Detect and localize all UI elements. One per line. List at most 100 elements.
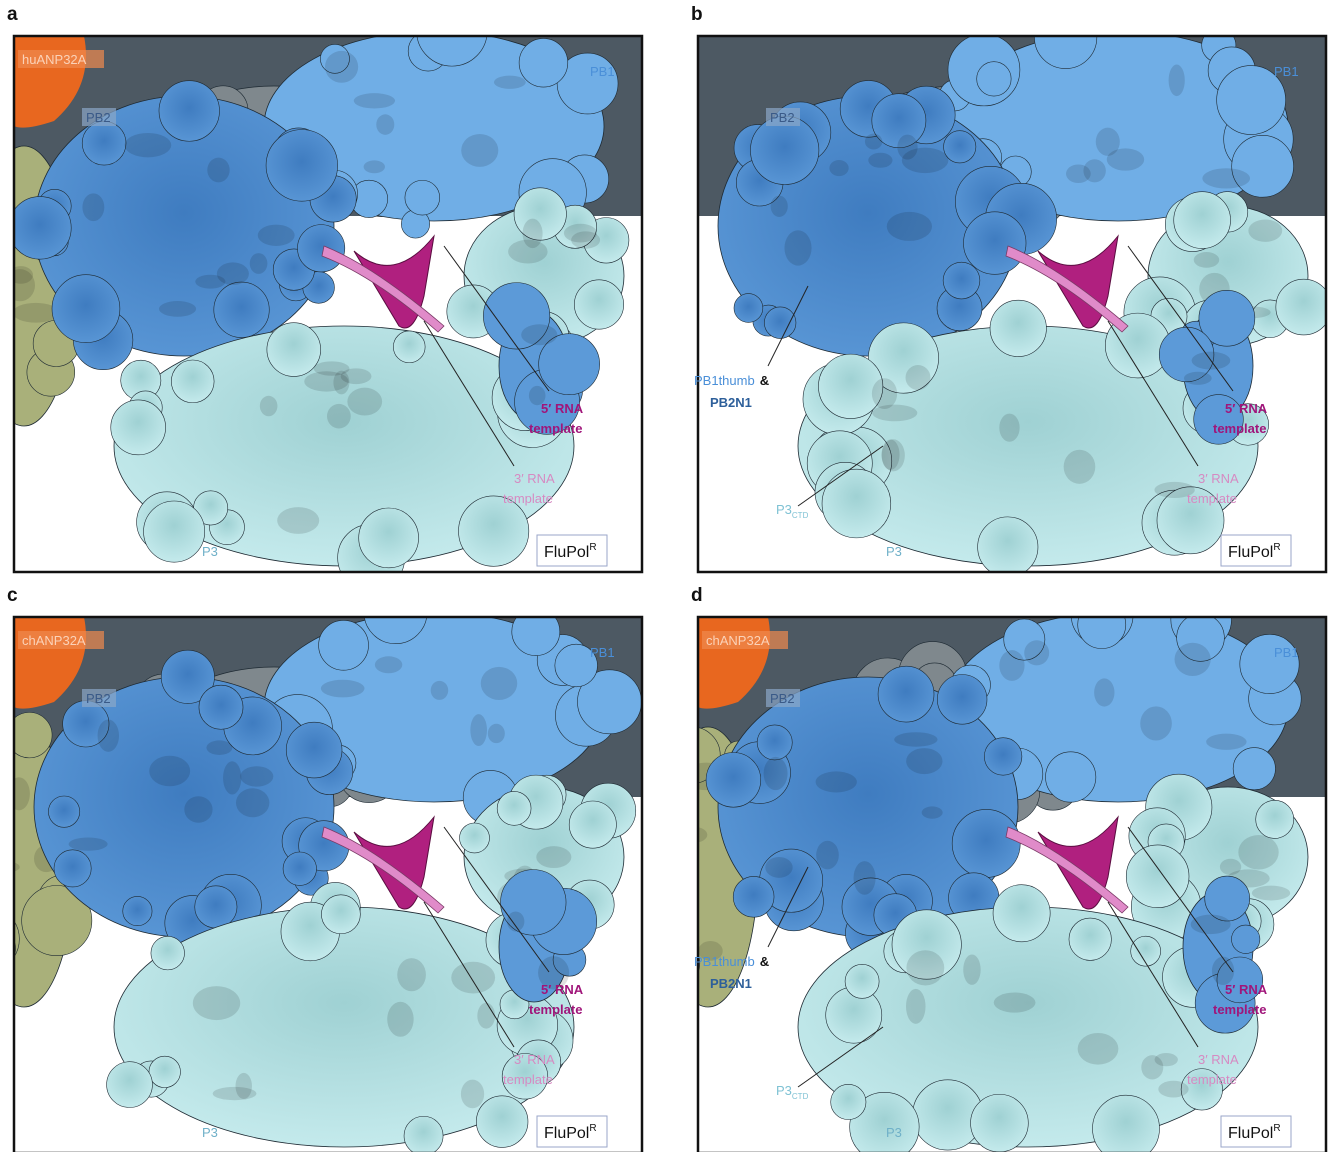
pb1-surface-lobe <box>1034 6 1096 68</box>
p3ctd-sub: CTD <box>792 511 809 520</box>
pb2-surface-lobe <box>937 675 987 725</box>
pb2-surface-shade <box>69 837 108 850</box>
label: chANP32A <box>706 633 770 648</box>
p3-surface-lobe <box>818 354 882 418</box>
pb2-surface-lobe <box>52 275 120 343</box>
label: 3′ RNA <box>514 471 555 486</box>
label: 3′ RNA <box>514 1052 555 1067</box>
pb1-edge-shade <box>507 912 524 932</box>
p3-right-shade <box>1252 886 1290 901</box>
panel: chANP32APB2PB15′ RNAtemplate3′ RNAtempla… <box>637 584 1326 1152</box>
pb1-surface-shade <box>1202 168 1250 188</box>
label: 5′ RNA <box>1225 982 1268 997</box>
p3-surface-shade <box>277 507 319 534</box>
pb2-surface-shade <box>765 857 792 878</box>
label: PB1 <box>1274 645 1299 660</box>
label: template <box>503 1072 553 1087</box>
label: 5′ RNA <box>541 401 584 416</box>
p3-right-lobe <box>1256 800 1294 838</box>
pb2-surface-shade <box>206 740 232 755</box>
label: 5′ RNA <box>541 982 584 997</box>
p3-surface-shade <box>327 404 351 429</box>
label: chANP32A <box>22 633 86 648</box>
amp-text: & <box>760 373 769 388</box>
pb2-surface-lobe <box>195 886 237 928</box>
p3-surface-lobe <box>144 501 205 562</box>
p3-right-shade <box>536 846 571 868</box>
p3-right-shade <box>1248 219 1282 241</box>
pb1-surface-shade <box>999 650 1024 681</box>
pb2-surface-shade <box>207 158 229 183</box>
pb1-surface-shade <box>494 76 526 89</box>
label: PB2 <box>770 110 795 125</box>
pb2-surface-lobe <box>764 307 796 339</box>
p3-surface-lobe <box>111 400 166 455</box>
pb2-surface-shade <box>258 225 295 246</box>
flupol-label: FluPolR <box>544 1123 597 1142</box>
pb2-surface-shade <box>922 806 943 818</box>
pb2-surface-shade <box>223 761 241 794</box>
pb2-surface-shade <box>902 148 949 173</box>
pb2-surface-lobe <box>9 197 72 260</box>
label: PB1 <box>590 64 615 79</box>
pb2-surface-lobe <box>214 282 269 337</box>
pb1-surface-lobe <box>405 180 440 215</box>
pb2-surface-lobe <box>266 130 338 202</box>
pb1-edge-shade <box>521 324 557 345</box>
p3-surface-shade <box>994 992 1036 1012</box>
p3ctd-sub: CTD <box>792 1092 809 1101</box>
pb2-surface-lobe <box>943 262 980 299</box>
p3-surface-lobe <box>831 1084 866 1119</box>
p3-right-shade <box>508 240 547 264</box>
flupol-sup: R <box>589 1123 596 1134</box>
label: PB2N1 <box>710 395 752 410</box>
p3-surface-lobe <box>476 1096 528 1148</box>
amp-text: & <box>760 954 769 969</box>
label: PB2 <box>770 691 795 706</box>
p3-surface-shade <box>387 1002 413 1037</box>
pb1-surface-shade <box>1140 706 1172 740</box>
p3-surface-shade <box>477 1003 495 1029</box>
p3-right-lobe <box>460 823 490 853</box>
pb1-surface-shade <box>431 681 449 700</box>
label: template <box>1187 491 1237 506</box>
pb1-surface-shade <box>321 680 365 698</box>
p3-surface-shade <box>260 396 278 416</box>
p3-surface-shade <box>872 405 917 422</box>
p3-surface-shade <box>872 378 897 409</box>
pb2-surface-shade <box>82 193 104 221</box>
pb1-surface-lobe <box>1232 135 1294 197</box>
p3-surface-shade <box>193 986 240 1020</box>
p3-surface-lobe <box>822 469 891 538</box>
pb1-surface-lobe <box>364 581 427 644</box>
flupol-label: FluPolR <box>544 542 597 561</box>
pb1-surface-shade <box>1206 734 1246 750</box>
p3-surface-lobe <box>978 517 1038 577</box>
p3-surface-shade <box>906 989 926 1024</box>
thumb-text: PB1thumb <box>694 373 755 388</box>
pb1-surface-shade <box>364 160 385 173</box>
pb1-surface-lobe <box>519 38 568 87</box>
label: PB1 <box>1274 64 1299 79</box>
panel-letter: d <box>691 585 703 606</box>
pb2-surface-lobe <box>54 850 91 887</box>
label: template <box>529 421 582 436</box>
pb1-surface-lobe <box>1233 748 1275 790</box>
p3-surface-shade <box>1078 1033 1119 1065</box>
pb1-surface-lobe <box>977 62 1011 96</box>
panel-letter: a <box>7 4 18 25</box>
label: P3 <box>202 544 218 559</box>
p3-surface-lobe <box>107 1062 153 1108</box>
pb1-edge-shade <box>1184 372 1212 385</box>
pb1-surface-lobe <box>417 0 488 66</box>
pb2-surface-lobe <box>734 294 763 323</box>
pb2-surface-lobe <box>283 852 316 885</box>
p3-surface-shade <box>451 962 495 994</box>
pb2-surface-lobe <box>199 685 243 729</box>
pb1-surface-lobe <box>319 620 369 670</box>
p3-right-lobe <box>1276 279 1332 335</box>
pb2-surface-lobe <box>123 896 152 925</box>
pb2-surface-lobe <box>48 796 79 827</box>
pb2-surface-shade <box>829 160 848 176</box>
